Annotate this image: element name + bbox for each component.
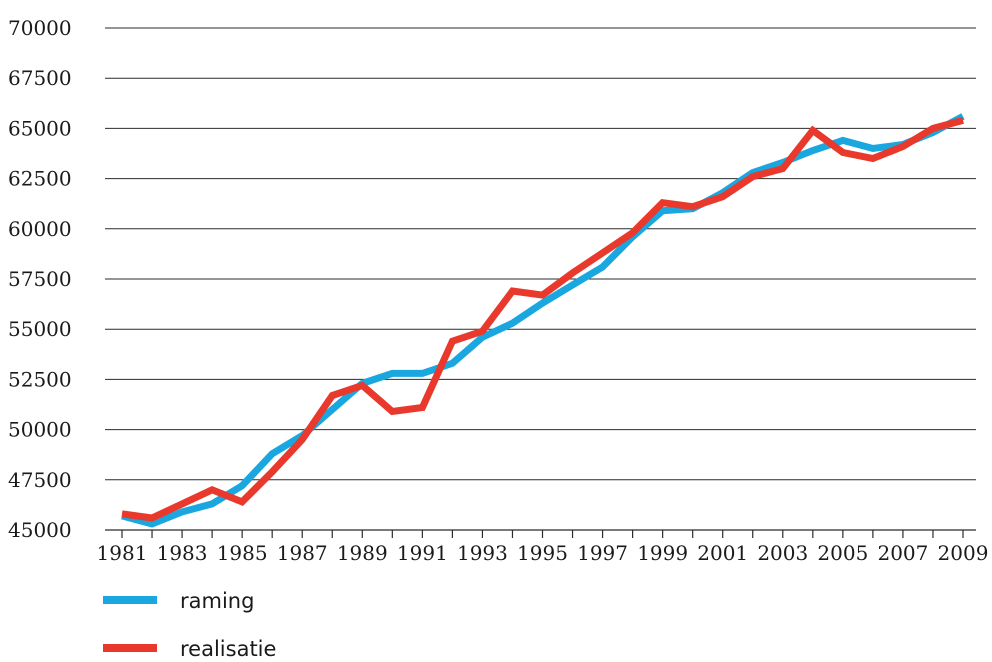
series-line-raming — [121, 113, 965, 528]
x-tick-label: 1981 — [97, 541, 148, 565]
x-tick-label: 1995 — [517, 541, 568, 565]
x-tick-label: 2009 — [938, 541, 989, 565]
x-tick-label: 1999 — [637, 541, 688, 565]
y-tick-label: 45000 — [8, 518, 72, 542]
x-tick-label: 1991 — [397, 541, 448, 565]
y-tick-label: 62500 — [8, 167, 72, 191]
gridlines — [105, 27, 976, 481]
x-tick-label: 1997 — [577, 541, 628, 565]
x-axis-tick-labels: 1981 1983 1985 1987 1989 1991 1993 1995 1997 1999… — [97, 541, 989, 565]
x-tick-label: 2007 — [877, 541, 928, 565]
y-tick-label: 70000 — [8, 16, 72, 40]
y-tick-label: 67500 — [8, 66, 72, 90]
x-tick-label: 2001 — [697, 541, 748, 565]
legend: raming realisatie — [103, 589, 276, 661]
legend-label-realisatie: realisatie — [180, 637, 276, 661]
x-tick-label: 2003 — [757, 541, 808, 565]
x-tick-label: 2005 — [817, 541, 868, 565]
y-tick-label: 50000 — [8, 418, 72, 442]
series-lines — [121, 113, 965, 528]
y-axis-tick-labels: 45000 47500 50000 52500 55000 57500 60000 62500… — [8, 16, 72, 542]
y-tick-label: 65000 — [8, 116, 72, 140]
y-tick-label: 55000 — [8, 317, 72, 341]
y-tick-label: 60000 — [8, 217, 72, 241]
y-tick-label: 47500 — [8, 468, 72, 492]
x-tick-label: 1989 — [337, 541, 388, 565]
legend-label-raming: raming — [180, 589, 254, 613]
series-line-realisatie — [121, 117, 964, 522]
y-tick-label: 52500 — [8, 367, 72, 391]
y-tick-label: 57500 — [8, 267, 72, 291]
x-tick-label: 1993 — [457, 541, 508, 565]
x-tick-label: 1985 — [217, 541, 268, 565]
x-tick-label: 1983 — [157, 541, 208, 565]
x-tick-label: 1987 — [277, 541, 328, 565]
x-axis — [105, 529, 976, 538]
